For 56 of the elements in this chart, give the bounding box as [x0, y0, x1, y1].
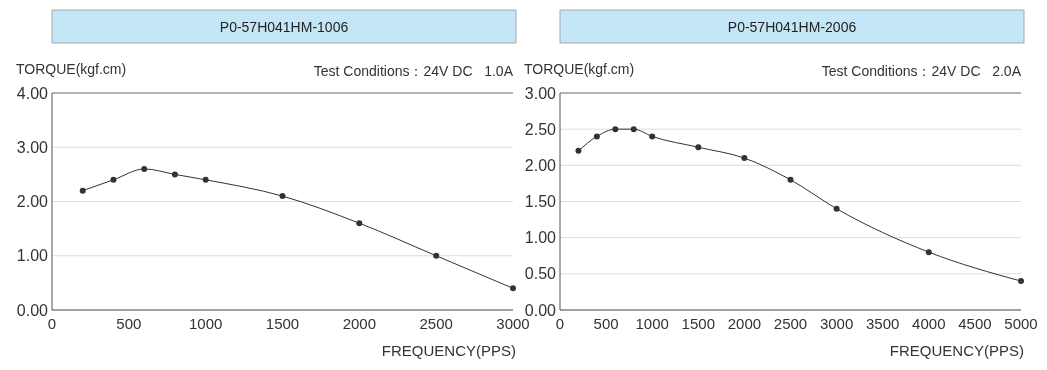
point: [433, 252, 440, 259]
point: [510, 285, 516, 292]
point: [612, 126, 619, 133]
x-tick-label: 1000: [635, 315, 669, 332]
x-tick-label: 500: [116, 315, 142, 332]
x-axis-title: FREQUENCY(PPS): [889, 342, 1024, 359]
y-tick-label: 1.00: [16, 247, 49, 265]
point: [695, 144, 702, 151]
x-tick-label: 4000: [912, 315, 946, 332]
y-axis-title: TORQUE(kgf.cm): [524, 61, 635, 77]
point: [1018, 278, 1024, 285]
point: [649, 133, 656, 140]
x-tick-label: 4500: [958, 315, 992, 332]
x-tick-label: 1000: [188, 315, 223, 332]
x-tick-label: 1500: [681, 315, 715, 332]
y-tick-label: 4.00: [16, 84, 49, 102]
point: [79, 187, 86, 194]
y-tick-label: 3.00: [524, 84, 557, 102]
chart-title: P0-57H041HM-1006: [219, 19, 349, 35]
point: [741, 155, 748, 162]
x-tick-label: 3500: [866, 315, 900, 332]
point: [630, 126, 637, 133]
y-tick-label: 0.00: [16, 301, 49, 319]
y-tick-label: 2.00: [524, 156, 557, 174]
x-tick-label: 2000: [342, 315, 377, 332]
y-tick-label: 1.50: [524, 193, 557, 211]
x-axis-title: FREQUENCY(PPS): [381, 342, 516, 359]
point: [356, 220, 363, 227]
x-tick-label: 3000: [819, 315, 854, 332]
x-tick-label: 2500: [419, 315, 453, 332]
point: [202, 176, 209, 183]
y-tick-label: 3.00: [16, 138, 49, 156]
y-tick-label: 0.50: [524, 265, 557, 283]
point: [575, 147, 582, 154]
y-axis-title: TORQUE(kgf.cm): [16, 61, 127, 77]
point: [279, 193, 286, 200]
point: [171, 171, 178, 178]
x-tick-label: 0: [47, 315, 57, 332]
x-tick-label: 500: [593, 315, 619, 332]
x-tick-label: 2000: [727, 315, 762, 332]
point: [787, 176, 794, 183]
y-tick-label: 2.50: [524, 120, 557, 138]
x-tick-label: 1500: [265, 315, 300, 332]
x-tick-label: 5000: [1004, 315, 1038, 332]
point: [593, 133, 600, 140]
chart-subtitle: Test Conditions：24V DC 1.0A: [313, 63, 514, 79]
point: [833, 205, 840, 212]
point: [110, 176, 117, 183]
x-tick-label: 2500: [773, 315, 808, 332]
chart-subtitle: Test Conditions：24V DC 2.0A: [821, 63, 1022, 79]
y-tick-label: 1.00: [524, 229, 557, 247]
x-tick-label: 0: [555, 315, 565, 332]
point: [925, 249, 932, 256]
chart-title: P0-57H041HM-2006: [727, 19, 857, 35]
point: [141, 165, 148, 172]
y-tick-label: 2.00: [16, 193, 49, 211]
